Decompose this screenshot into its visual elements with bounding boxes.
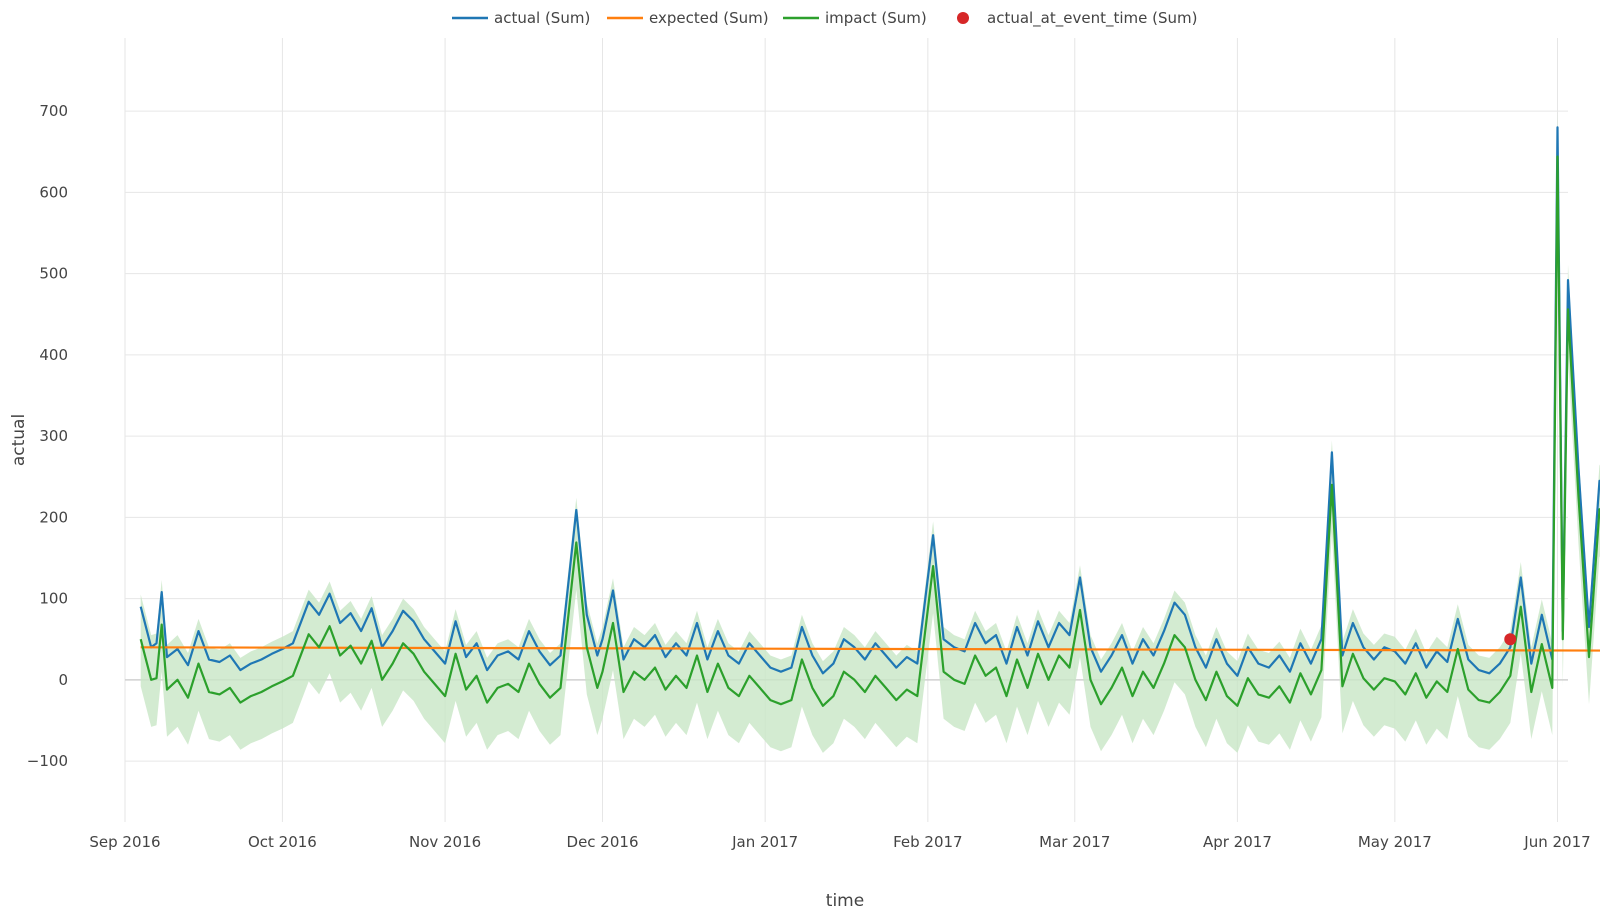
y-tick-label: 300	[39, 427, 68, 445]
x-tick-label: Jan 2017	[731, 833, 798, 851]
y-tick-label: 500	[39, 265, 68, 283]
y-tick-label: 200	[39, 508, 68, 526]
expected-line	[140, 646, 1600, 652]
x-tick-label: Dec 2016	[567, 833, 639, 851]
y-axis-title: actual	[9, 414, 29, 466]
x-axis-title: time	[826, 891, 864, 911]
x-tick-label: Mar 2017	[1039, 833, 1110, 851]
legend-label: actual (Sum)	[494, 9, 590, 27]
x-tick-labels: Sep 2016 Oct 2016 Nov 2016 Dec 2016 Jan 2017…	[89, 833, 1590, 851]
x-tick-label: Jun 2017	[1523, 833, 1590, 851]
x-tick-label: Oct 2016	[248, 833, 317, 851]
legend-swatch	[957, 12, 969, 24]
x-tick-label: Feb 2017	[893, 833, 963, 851]
y-tick-label: 700	[39, 102, 68, 120]
legend-item[interactable]: actual_at_event_time (Sum)	[957, 9, 1197, 28]
plot-area	[139, 126, 1600, 707]
x-gridlines	[124, 38, 1559, 822]
y-tick-label: 0	[58, 671, 68, 689]
legend-label: actual_at_event_time (Sum)	[987, 9, 1197, 28]
y-tick-label: 400	[39, 346, 68, 364]
legend-item[interactable]: impact (Sum)	[783, 9, 927, 27]
legend-item[interactable]: actual (Sum)	[452, 9, 590, 27]
impact-band	[140, 111, 1600, 753]
impact-line	[139, 155, 1600, 707]
x-tick-label: Sep 2016	[89, 833, 160, 851]
legend-label: impact (Sum)	[825, 9, 927, 27]
x-tick-label: Nov 2016	[409, 833, 481, 851]
legend[interactable]: actual (Sum) expected (Sum) impact (Sum) ac…	[452, 9, 1197, 28]
event-marker	[1504, 633, 1517, 646]
y-tick-label: 100	[39, 590, 68, 608]
x-tick-label: May 2017	[1358, 833, 1432, 851]
y-tick-label: 600	[39, 183, 68, 201]
impact-confidence-band	[140, 111, 1600, 753]
actual-line	[139, 126, 1600, 677]
legend-item[interactable]: expected (Sum)	[607, 9, 769, 27]
y-tick-labels: 700 600 500 400 300 200 100 0 −100	[27, 102, 68, 770]
legend-label: expected (Sum)	[649, 9, 769, 27]
x-tick-label: Apr 2017	[1203, 833, 1272, 851]
y-tick-label: −100	[27, 752, 68, 770]
